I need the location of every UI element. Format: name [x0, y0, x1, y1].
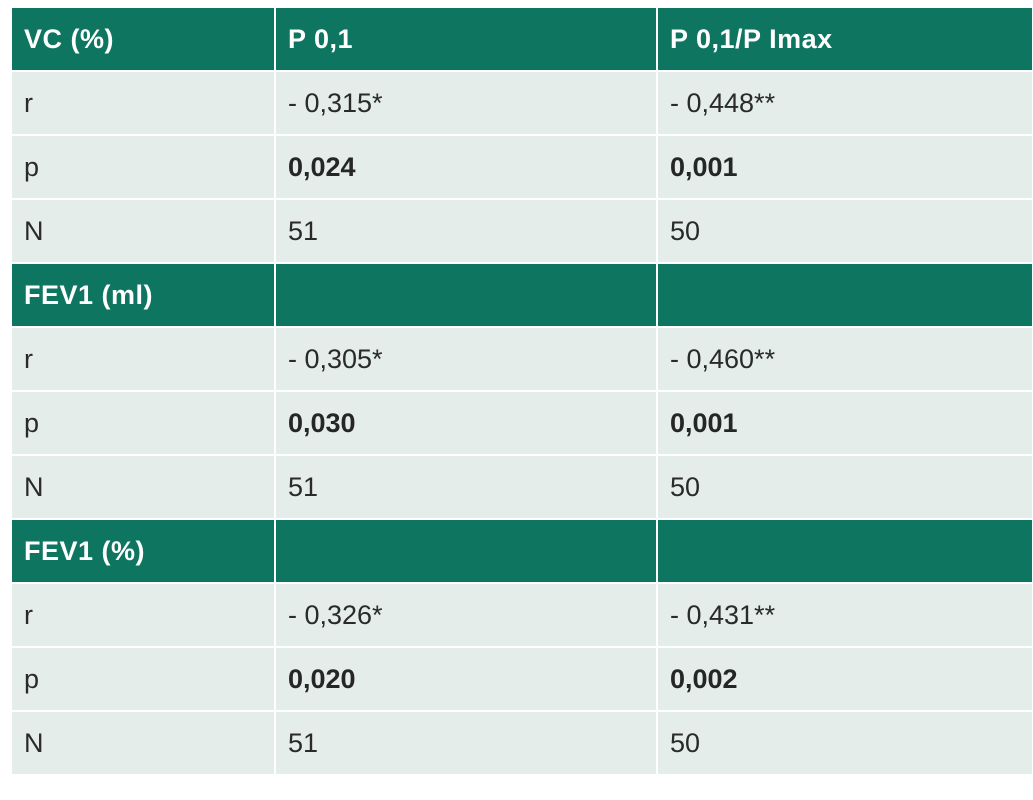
- row-label: p: [10, 646, 276, 712]
- cell-ratio: 50: [656, 710, 1033, 776]
- correlation-table: VC (%) P 0,1 P 0,1/P Imax r - 0,315* - 0…: [10, 6, 1033, 776]
- section-header-row: FEV1 (ml): [10, 262, 1033, 328]
- section-header-empty: [274, 518, 658, 584]
- row-label: p: [10, 134, 276, 200]
- cell-ratio: - 0,460**: [656, 326, 1033, 392]
- cell-p01: 51: [274, 454, 658, 520]
- table-row: r - 0,315* - 0,448**: [10, 70, 1033, 136]
- table-row: p 0,024 0,001: [10, 134, 1033, 200]
- row-label: N: [10, 710, 276, 776]
- cell-ratio: 50: [656, 198, 1033, 264]
- table-row: p 0,030 0,001: [10, 390, 1033, 456]
- row-label: p: [10, 390, 276, 456]
- section-header-empty: [656, 518, 1033, 584]
- section-header-empty: [274, 262, 658, 328]
- cell-p01: - 0,315*: [274, 70, 658, 136]
- cell-p01: 0,030: [274, 390, 658, 456]
- table-row: p 0,020 0,002: [10, 646, 1033, 712]
- cell-ratio: - 0,448**: [656, 70, 1033, 136]
- table-row: N 51 50: [10, 710, 1033, 776]
- cell-p01: 0,024: [274, 134, 658, 200]
- table-row: r - 0,326* - 0,431**: [10, 582, 1033, 648]
- section-header-row: VC (%) P 0,1 P 0,1/P Imax: [10, 6, 1033, 72]
- cell-ratio: 0,001: [656, 390, 1033, 456]
- cell-p01: - 0,326*: [274, 582, 658, 648]
- cell-ratio: 50: [656, 454, 1033, 520]
- cell-ratio: 0,001: [656, 134, 1033, 200]
- section-header-label: FEV1 (%): [10, 518, 276, 584]
- row-label: r: [10, 582, 276, 648]
- section-header-label: FEV1 (ml): [10, 262, 276, 328]
- section-header-row: FEV1 (%): [10, 518, 1033, 584]
- row-label: r: [10, 70, 276, 136]
- row-label: N: [10, 198, 276, 264]
- cell-ratio: 0,002: [656, 646, 1033, 712]
- cell-p01: 0,020: [274, 646, 658, 712]
- cell-ratio: - 0,431**: [656, 582, 1033, 648]
- column-header-p01: P 0,1: [274, 6, 658, 72]
- column-header-p01-pimax: P 0,1/P Imax: [656, 6, 1033, 72]
- table-row: r - 0,305* - 0,460**: [10, 326, 1033, 392]
- section-header-empty: [656, 262, 1033, 328]
- table-row: N 51 50: [10, 454, 1033, 520]
- cell-p01: - 0,305*: [274, 326, 658, 392]
- cell-p01: 51: [274, 198, 658, 264]
- section-header-label: VC (%): [10, 6, 276, 72]
- row-label: N: [10, 454, 276, 520]
- cell-p01: 51: [274, 710, 658, 776]
- table-row: N 51 50: [10, 198, 1033, 264]
- row-label: r: [10, 326, 276, 392]
